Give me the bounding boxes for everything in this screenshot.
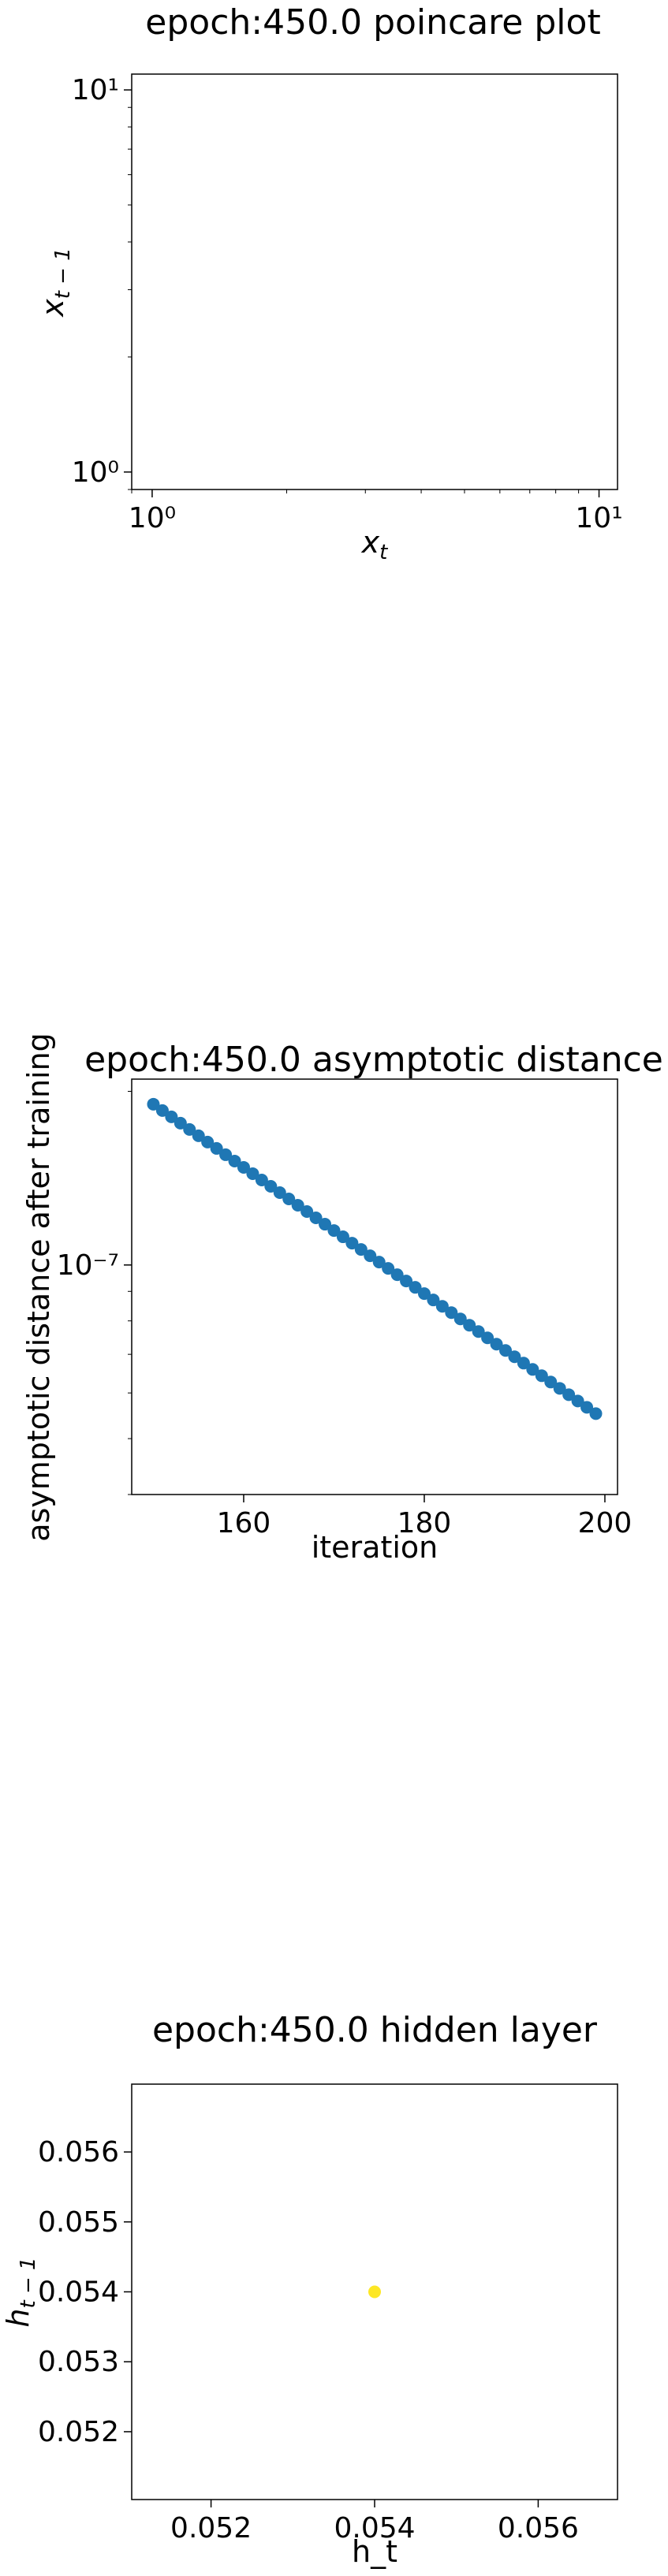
data-point — [472, 1325, 485, 1338]
poincare-chart: epoch:450.0 poincare plot 10⁰ 10¹ 10⁰10¹ … — [35, 2, 623, 564]
data-point — [309, 1212, 323, 1225]
data-point — [481, 1331, 494, 1345]
x-tick-label: 10⁰ — [129, 502, 176, 534]
x-tick-label: 200 — [578, 1507, 633, 1539]
data-point — [390, 1268, 404, 1282]
x-tick-label: 0.052 — [170, 2512, 252, 2544]
data-point — [327, 1224, 341, 1238]
y-tick-label: 10¹ — [72, 74, 119, 106]
data-point — [336, 1230, 349, 1244]
y-tick-label: 0.054 — [38, 2276, 119, 2309]
asymptotic-chart: epoch:450.0 asymptotic distance 160 180 20… — [21, 1033, 663, 1565]
y-tick-label: 0.052 — [38, 2416, 119, 2448]
data-point — [364, 1249, 377, 1263]
data-point — [453, 1312, 467, 1326]
data-point — [291, 1199, 304, 1212]
x-tick-label: 160 — [217, 1507, 271, 1539]
data-point — [417, 1287, 431, 1301]
data-point — [210, 1141, 223, 1155]
data-point — [192, 1129, 205, 1142]
data-point — [490, 1338, 503, 1351]
data-point — [183, 1122, 196, 1136]
data-point — [544, 1375, 558, 1389]
data-point — [255, 1173, 268, 1186]
data-point — [273, 1186, 286, 1199]
data-point — [155, 1104, 169, 1117]
data-point — [246, 1167, 259, 1180]
data-point — [264, 1179, 278, 1193]
data-point — [201, 1135, 215, 1148]
data-point — [174, 1116, 187, 1130]
data-point — [526, 1363, 539, 1376]
poincare-ylabel: xt − 1 — [35, 248, 75, 318]
data-point — [282, 1192, 296, 1205]
data-point — [400, 1275, 413, 1288]
asymptotic-ylabel: asymptotic distance after training — [21, 1033, 56, 1542]
y-tick-label: 0.055 — [38, 2206, 119, 2239]
data-point — [435, 1300, 449, 1313]
x-tick-label: 180 — [397, 1507, 452, 1539]
y-tick-label: 0.056 — [38, 2136, 119, 2168]
data-point — [300, 1205, 314, 1219]
data-point — [571, 1394, 584, 1408]
data-point — [580, 1401, 594, 1414]
data-point — [237, 1160, 250, 1174]
asymptotic-title: epoch:450.0 asymptotic distance — [84, 1040, 663, 1080]
data-point — [165, 1110, 178, 1123]
asymptotic-xlabel: iteration — [312, 1530, 438, 1565]
data-point — [368, 2285, 381, 2299]
hidden-layer-ylabel: ht − 1 — [1, 2257, 40, 2327]
poincare-title: epoch:450.0 poincare plot — [145, 2, 600, 43]
asymptotic-plot-area — [131, 1078, 618, 1495]
data-point — [535, 1369, 548, 1383]
data-point — [372, 1256, 386, 1269]
data-point — [382, 1262, 395, 1275]
poincare-xlabel: xt — [361, 525, 389, 564]
data-point — [345, 1237, 359, 1250]
x-tick-label: 0.056 — [498, 2512, 579, 2544]
data-point — [517, 1357, 530, 1370]
hidden-layer-xlabel: h_t — [352, 2534, 397, 2569]
data-point — [219, 1148, 233, 1161]
hidden-layer-title: epoch:450.0 hidden layer — [152, 2010, 598, 2050]
hidden-layer-chart: epoch:450.0 hidden layer 0.052 0.054 0.056… — [1, 2010, 618, 2569]
data-point — [409, 1281, 422, 1294]
data-point — [562, 1388, 576, 1402]
poincare-plot-area — [131, 73, 618, 490]
data-point — [589, 1407, 603, 1420]
data-point — [499, 1344, 513, 1357]
data-point — [508, 1350, 521, 1364]
x-tick-label: 10¹ — [575, 502, 622, 534]
x-tick-label: 0.054 — [334, 2512, 415, 2544]
y-tick-label: 10⁰ — [72, 456, 119, 489]
y-tick-label: 10⁻⁷ — [57, 1249, 119, 1282]
data-point — [228, 1154, 241, 1167]
data-point — [147, 1097, 160, 1111]
data-point — [427, 1294, 440, 1307]
data-point — [445, 1306, 458, 1320]
data-point — [319, 1218, 332, 1231]
data-point — [463, 1319, 476, 1332]
data-point — [354, 1243, 368, 1256]
y-tick-label: 0.053 — [38, 2346, 119, 2378]
data-point — [553, 1382, 566, 1395]
